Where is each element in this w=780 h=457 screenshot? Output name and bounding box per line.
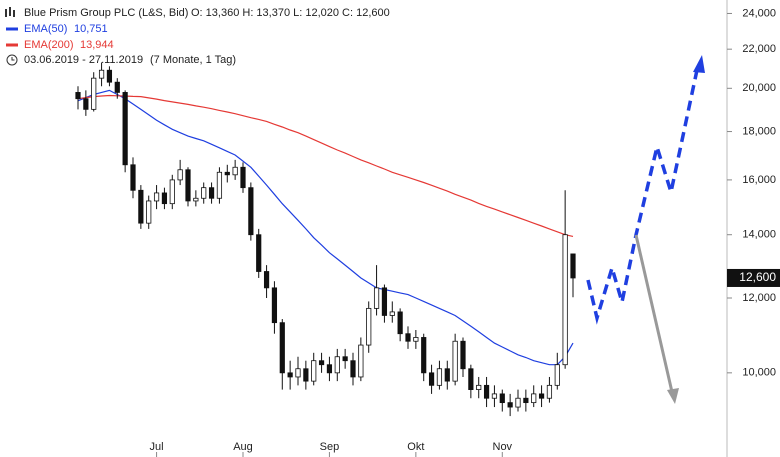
candle-body: [570, 253, 576, 279]
candle-body: [326, 364, 333, 374]
candle-body: [177, 169, 183, 181]
candle-body: [279, 322, 285, 374]
candle-body: [224, 171, 230, 176]
candle-body: [562, 234, 568, 366]
y-tick-label: 10,000: [742, 367, 776, 379]
candle-body: [263, 271, 270, 289]
legend-label: EMA(50): [24, 23, 67, 35]
y-tick-label: 12,000: [742, 292, 776, 304]
legend-value: 10,751: [74, 23, 108, 35]
last-price-label: 12,600: [739, 270, 776, 284]
y-tick-label: 22,000: [742, 43, 776, 55]
candle-body: [295, 368, 301, 378]
candle-body: [216, 171, 223, 199]
candle-body: [240, 166, 246, 189]
ema-line: [77, 94, 574, 237]
candle-body: [256, 234, 262, 272]
date-range: 03.06.2019 - 27.11.2019: [24, 54, 143, 66]
candle-body: [373, 287, 380, 309]
x-tick-label: Jul: [150, 441, 164, 453]
candle-body: [271, 287, 278, 324]
candles: [75, 62, 576, 417]
candle-body: [350, 360, 356, 378]
candle-body: [397, 311, 403, 335]
y-tick-label: 18,000: [742, 125, 776, 137]
candle-body: [523, 397, 529, 404]
candle-body: [546, 384, 553, 399]
candle-body: [318, 360, 325, 366]
candle-body: [303, 368, 309, 382]
clock-icon: [6, 54, 18, 66]
candle-body: [153, 192, 160, 202]
forecast-annotation: [586, 55, 705, 404]
candle-body: [405, 333, 411, 342]
candle-body: [358, 344, 364, 378]
candle-body: [248, 187, 254, 236]
candle-body: [185, 169, 191, 202]
candle-body: [428, 372, 435, 386]
candle-body: [468, 368, 474, 390]
x-tick-label: Sep: [320, 441, 340, 453]
candle-body: [130, 164, 136, 191]
x-tick-label: Nov: [493, 441, 513, 453]
ema-line: [77, 89, 574, 366]
candle-body: [114, 81, 120, 93]
y-tick-label: 24,000: [742, 7, 776, 19]
y-tick-label: 16,000: [742, 174, 776, 186]
x-tick-label: Aug: [233, 441, 253, 453]
candle-body: [421, 337, 427, 374]
candle-body: [381, 287, 388, 316]
candle-body: [193, 197, 199, 202]
candle-body: [483, 384, 490, 399]
candle-body: [83, 98, 89, 110]
candle-body: [507, 402, 513, 408]
candle-body: [436, 368, 443, 386]
x-tick-label: Okt: [407, 441, 424, 453]
candle-body: [389, 311, 395, 316]
candle-body: [138, 189, 144, 224]
candle-body: [554, 364, 560, 386]
candle-body: [342, 356, 348, 362]
legend-label: EMA(200): [24, 39, 74, 51]
candle-body: [98, 69, 105, 79]
candle-body: [91, 77, 97, 110]
candle-body: [491, 393, 498, 399]
candle-body: [452, 340, 458, 382]
candle-body: [232, 166, 238, 176]
last-price-box: [727, 268, 780, 287]
candle-body: [444, 368, 450, 382]
candle-body: [208, 187, 215, 199]
y-tick-label: 20,000: [742, 82, 776, 94]
chart-title: Blue Prism Group PLC (L&S, Bid): [24, 7, 188, 19]
candle-body: [366, 307, 372, 346]
candle-body: [75, 92, 81, 100]
legend-value: 13,944: [80, 39, 114, 51]
candle-body: [169, 179, 175, 205]
candle-body: [122, 92, 128, 166]
candle-body: [201, 187, 207, 199]
candle-body: [460, 340, 466, 370]
quote: O: 13,360 H: 13,370 L: 12,020 C: 12,600: [191, 7, 390, 19]
candle-body: [311, 360, 317, 382]
candle-body: [146, 200, 152, 224]
candle-body: [334, 356, 340, 374]
candle-body: [413, 337, 419, 342]
candle-body: [476, 384, 482, 390]
candle-body: [538, 393, 545, 399]
y-tick-label: 14,000: [742, 229, 776, 241]
candle-body: [499, 393, 505, 404]
candle-body: [106, 69, 113, 83]
candle-body: [515, 397, 521, 408]
period: (7 Monate, 1 Tag): [150, 54, 236, 66]
chart-icon: [5, 7, 15, 17]
candle-body: [161, 192, 168, 205]
candle-body: [531, 393, 537, 404]
candle-body: [287, 372, 293, 378]
